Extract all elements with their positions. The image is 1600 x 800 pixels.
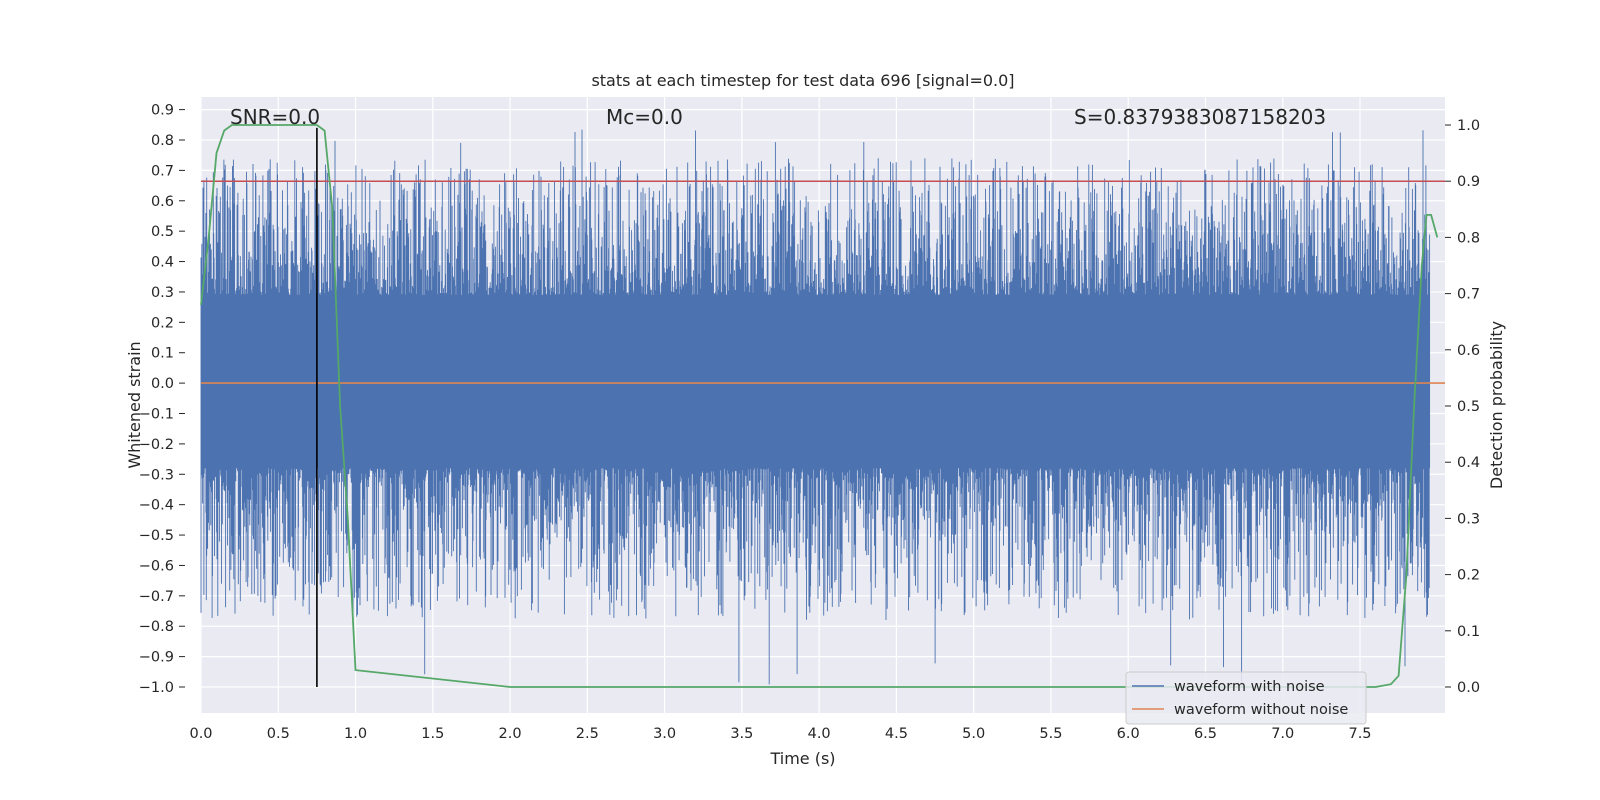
annotation-mc: Mᴄ=0.0 [606, 105, 683, 129]
y-tick-label: −0.9 [139, 650, 174, 666]
chart-title: stats at each timestep for test data 696… [591, 71, 1014, 90]
x-tick-label: 0.0 [189, 726, 212, 742]
legend-label-noise: waveform with noise [1174, 679, 1325, 695]
x-tick-label: 6.5 [1194, 726, 1217, 742]
x-tick-label: 4.0 [808, 726, 831, 742]
x-tick-label: 0.5 [267, 726, 290, 742]
legend-label-clean: waveform without noise [1174, 702, 1348, 718]
x-tick-label: 1.0 [344, 726, 367, 742]
legend-box [1125, 671, 1367, 725]
y-tick-label: 0.4 [151, 255, 174, 271]
series-detection-probability [200, 124, 1439, 688]
y-tick-label: −1.0 [139, 680, 174, 696]
y-tick-label: 0.3 [151, 285, 174, 301]
x-tick-label: 3.0 [653, 726, 676, 742]
y-tick-labels: 0.9 0.8 0.7 0.6 0.5 0.4 0.3 0.2 0.1 0.0 −0.1 −0.2 −0… [139, 103, 185, 696]
y2-axis-label: Detection probability [1487, 321, 1506, 489]
y-tick-label: 0.6 [151, 194, 174, 210]
y-tick-label: −0.1 [139, 407, 174, 423]
legend: waveform with noise waveform without noi… [1125, 671, 1367, 725]
probability-trace [200, 124, 1439, 688]
y-tick-label: −0.7 [139, 589, 174, 605]
y-tick-label: −0.8 [139, 619, 174, 635]
x-tick-label: 6.0 [1117, 726, 1140, 742]
x-tick-label: 5.5 [1039, 726, 1062, 742]
y2-tick-labels: 1.0 0.9 0.8 0.7 0.6 0.5 0.4 0.3 0.2 0.1 0.0 [1445, 118, 1480, 696]
x-tick-label: 7.0 [1271, 726, 1294, 742]
y2-tick-label: 0.9 [1457, 174, 1480, 190]
x-tick-label: 3.5 [730, 726, 753, 742]
x-tick-label: 2.0 [499, 726, 522, 742]
y2-tick-label: 0.3 [1457, 511, 1480, 527]
y-tick-label: 0.7 [151, 163, 174, 179]
x-tick-label: 7.5 [1348, 726, 1371, 742]
y-tick-label: 0.5 [151, 224, 174, 240]
x-tick-label: 5.0 [962, 726, 985, 742]
annotation-snr: SNR=0.0 [230, 105, 320, 129]
x-tick-label: 4.5 [885, 726, 908, 742]
x-tick-label: 1.5 [421, 726, 444, 742]
y-tick-label: −0.4 [139, 498, 174, 514]
y2-tick-label: 0.5 [1457, 399, 1480, 415]
y-tick-label: −0.5 [139, 528, 174, 544]
y-tick-label: −0.2 [139, 437, 174, 453]
y2-tick-label: 0.2 [1457, 568, 1480, 584]
y2-tick-label: 0.6 [1457, 343, 1480, 359]
y-axis-label: Whitened strain [125, 341, 144, 468]
y2-tick-label: 1.0 [1457, 118, 1480, 134]
y-tick-label: 0.1 [151, 346, 174, 362]
y2-tick-label: 0.0 [1457, 680, 1480, 696]
series-waveform-with-noise [200, 129, 1431, 687]
y2-tick-label: 0.1 [1457, 624, 1480, 640]
noise-trace [200, 129, 1431, 687]
y-tick-label: −0.3 [139, 467, 174, 483]
x-tick-labels: 0.0 0.5 1.0 1.5 2.0 2.5 3.0 3.5 4.0 4.5 5.0 5.5 6.0 6… [189, 726, 1371, 742]
y-tick-label: 0.0 [151, 376, 174, 392]
y-tick-label: 0.2 [151, 315, 174, 331]
y2-tick-label: 0.8 [1457, 230, 1480, 246]
x-axis-label: Time (s) [769, 749, 835, 768]
y-tick-label: 0.9 [151, 103, 174, 119]
y-tick-label: −0.6 [139, 558, 174, 574]
y2-tick-label: 0.7 [1457, 287, 1480, 303]
y-tick-label: 0.8 [151, 133, 174, 149]
x-tick-label: 2.5 [576, 726, 599, 742]
y2-tick-label: 0.4 [1457, 455, 1480, 471]
annotation-s: S=0.8379383087158203 [1074, 105, 1326, 129]
